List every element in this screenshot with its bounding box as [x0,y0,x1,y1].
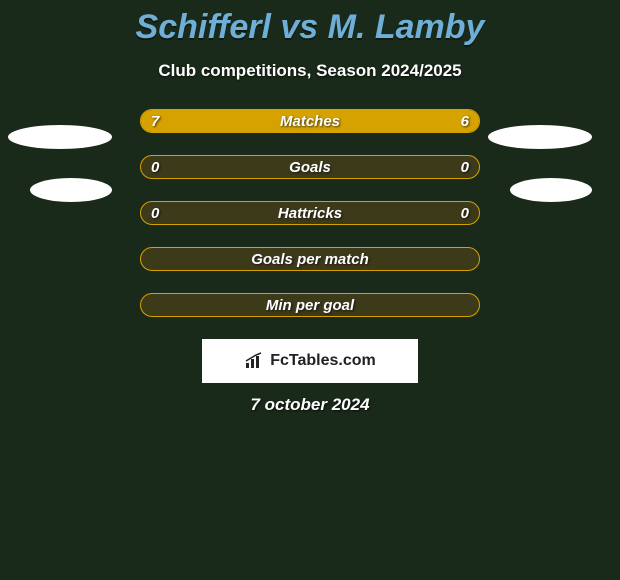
chart-icon [244,352,266,370]
stat-label: Goals [141,156,479,178]
source-badge: FcTables.com [202,339,418,383]
stat-label: Goals per match [141,248,479,270]
player-photo-placeholder [510,178,592,202]
player-photo-placeholder [8,125,112,149]
player-photo-placeholder [488,125,592,149]
stat-label: Matches [141,110,479,132]
stat-label: Min per goal [141,294,479,316]
stat-row: Goals per match [140,247,480,271]
player-photo-placeholder [30,178,112,202]
subtitle: Club competitions, Season 2024/2025 [0,61,620,81]
date-text: 7 october 2024 [0,395,620,415]
stat-row: Min per goal [140,293,480,317]
badge-text: FcTables.com [270,352,376,370]
stat-row: 00Goals [140,155,480,179]
page-title: Schifferl vs M. Lamby [0,8,620,47]
stat-rows: 76Matches 00Goals 00Hattricks Goals per mat… [140,109,480,317]
stat-row: 76Matches [140,109,480,133]
stat-row: 00Hattricks [140,201,480,225]
stat-label: Hattricks [141,202,479,224]
